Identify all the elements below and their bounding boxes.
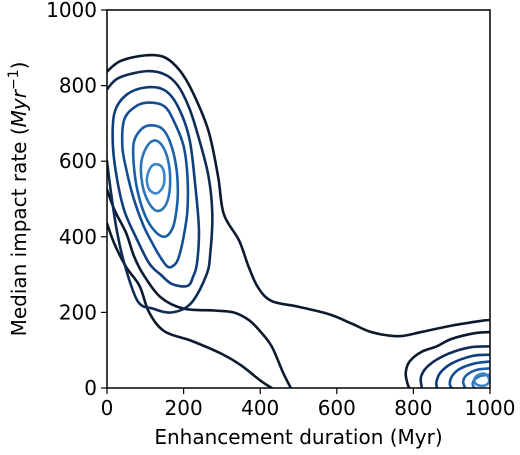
contour-line-level-4 (448, 360, 490, 388)
x-tick-label: 600 (318, 396, 356, 420)
contour-line-level-6 (139, 139, 172, 213)
x-tick-label: 400 (241, 396, 279, 420)
contour-line-level-5 (461, 367, 490, 388)
contour-line-level-1 (107, 53, 490, 338)
y-axis-label: Median impact rate (Myr−1) (6, 62, 31, 337)
y-tick-label: 400 (59, 225, 97, 249)
y-tick-label: 1000 (46, 0, 97, 22)
x-tick-label: 200 (165, 396, 203, 420)
y-axis: 0 200 400 600 800 1000 (46, 0, 107, 400)
x-tick-label: 0 (101, 396, 114, 420)
y-tick-label: 600 (59, 149, 97, 173)
x-axis-label: Enhancement duration (Myr) (154, 425, 442, 449)
y-tick-label: 800 (59, 74, 97, 98)
contour-line-level-1 (404, 330, 490, 388)
y-axis-label-close: ) (7, 62, 31, 70)
y-tick-label: 200 (59, 300, 97, 324)
y-axis-label-exponent: −1 (6, 69, 22, 90)
x-axis: 0 200 400 600 800 1000 (101, 388, 516, 420)
contour-line-level-4 (120, 101, 190, 269)
x-tick-label: 800 (394, 396, 432, 420)
contour-line-level-7 (473, 372, 490, 388)
plot-frame (106, 9, 491, 389)
contour-line-level-2 (419, 345, 490, 388)
contour-line-level-3 (111, 85, 201, 288)
y-axis-label-unit: Myr (7, 88, 31, 127)
y-axis-label-text: Median impact rate ( (7, 127, 31, 336)
contour-line-level-5 (131, 123, 180, 239)
contour-line-level-2 (107, 69, 214, 314)
contour-line-level-3 (434, 353, 490, 388)
contour-line-level-1 (107, 188, 293, 388)
contour-lines (107, 53, 490, 388)
contour-line-level-7 (145, 162, 166, 195)
x-tick-label: 1000 (465, 396, 516, 420)
y-tick-label: 0 (84, 376, 97, 400)
